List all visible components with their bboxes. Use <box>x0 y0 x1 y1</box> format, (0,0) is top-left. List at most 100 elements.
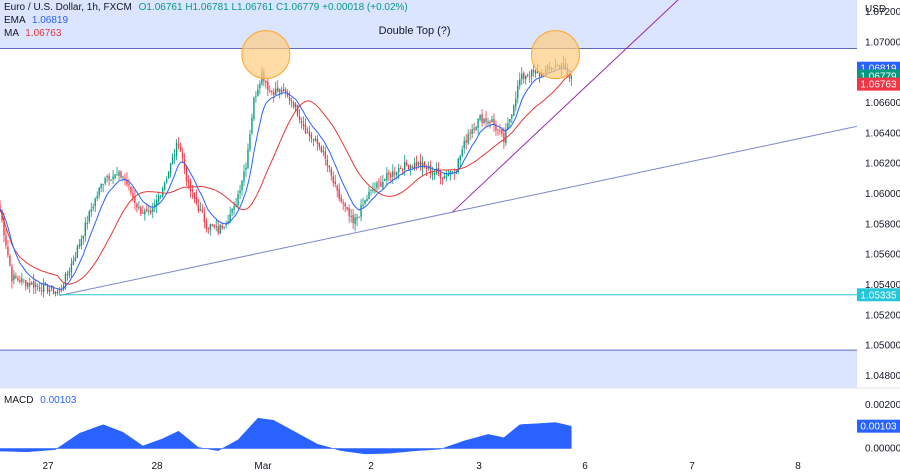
candle-body <box>286 92 289 96</box>
candle-body <box>509 119 511 123</box>
candle-body <box>390 173 392 178</box>
candle-body <box>156 200 158 206</box>
x-tick-label: 28 <box>151 461 163 472</box>
candle-body <box>538 72 541 77</box>
y-tick-label: 1.05200 <box>865 310 900 321</box>
candle-body <box>394 172 396 175</box>
candle-body <box>439 172 442 179</box>
candle-body <box>219 224 221 234</box>
candle-body <box>481 114 483 124</box>
candle-body <box>120 171 122 178</box>
candle-body <box>380 182 382 187</box>
candle-body <box>570 75 573 79</box>
candle-body <box>277 87 279 92</box>
candle-body <box>33 281 35 288</box>
candle-body <box>255 96 257 98</box>
y-tick-label: 1.05400 <box>865 280 900 291</box>
candle-body <box>181 152 184 159</box>
candle-body <box>417 162 420 165</box>
candle-body <box>173 155 176 157</box>
candle-body <box>225 223 227 226</box>
candle-body <box>144 210 146 215</box>
candle-body <box>253 97 255 119</box>
lower-zone <box>0 350 857 388</box>
candle-body <box>177 143 180 146</box>
y-tick-label: 1.05800 <box>865 219 900 230</box>
symbol-title: Euro / U.S. Dollar, 1h, FXCM <box>4 2 132 13</box>
candle-body <box>298 116 301 120</box>
candle-body <box>5 235 7 246</box>
change-value: +0.00018 (+0.02%) <box>322 2 408 13</box>
candle-body <box>404 161 406 170</box>
candle-body <box>76 246 79 259</box>
candle-body <box>70 263 73 273</box>
candle-body <box>376 182 378 188</box>
candle-body <box>511 114 513 119</box>
candle-body <box>0 204 1 210</box>
candle-body <box>249 134 251 150</box>
candle-body <box>330 168 332 176</box>
candle-body <box>364 200 366 204</box>
candle-body <box>161 188 164 197</box>
candle-body <box>386 172 388 181</box>
candle-body <box>348 208 350 217</box>
candle-body <box>294 103 297 108</box>
candle-body <box>221 225 223 229</box>
candle-body <box>90 209 92 212</box>
candle-body <box>209 224 211 230</box>
x-tick-label: 7 <box>689 461 695 472</box>
rising-trendline <box>59 125 858 297</box>
candle-body <box>269 90 271 92</box>
candle-body <box>21 278 23 282</box>
candle-body <box>273 91 275 96</box>
candle-body <box>74 257 77 262</box>
ema-price-badge: 1.06819 <box>860 64 897 75</box>
candle-body <box>36 285 39 287</box>
candle-body <box>130 186 132 193</box>
candle-body <box>322 150 325 153</box>
candle-body <box>84 222 86 236</box>
candle-body <box>310 134 313 139</box>
price-axis: USD1.072001.070001.068001.066001.064001.… <box>857 4 900 455</box>
candle-body <box>231 208 233 214</box>
candle-body <box>382 181 384 189</box>
candle-body <box>423 162 426 167</box>
candle-body <box>213 225 215 227</box>
candle-body <box>132 192 134 198</box>
candle-body <box>415 161 418 167</box>
candle-body <box>146 209 148 211</box>
candle-body <box>368 191 370 200</box>
candle-body <box>31 282 33 285</box>
candle-body <box>29 282 31 286</box>
low-value: L1.06761 <box>231 2 274 13</box>
candle-body <box>223 226 225 228</box>
candle-body <box>334 181 336 185</box>
candle-body <box>227 221 229 224</box>
candle-body <box>217 225 219 233</box>
candle-body <box>106 176 108 178</box>
candle-body <box>314 138 317 141</box>
candle-body <box>128 183 130 186</box>
candle-body <box>427 166 430 169</box>
candle-body <box>425 166 428 170</box>
candle-body <box>104 178 106 184</box>
y-tick-label: 1.05600 <box>865 250 900 261</box>
candle-body <box>102 183 104 185</box>
candle-body <box>501 129 503 134</box>
candle-body <box>98 187 100 196</box>
candle-body <box>86 222 88 224</box>
candle-body <box>400 168 402 170</box>
candle-body <box>507 123 509 129</box>
top-circle-2 <box>530 30 580 80</box>
candle-body <box>513 105 515 116</box>
candle-body <box>118 171 120 176</box>
candle-body <box>457 158 459 172</box>
candle-body <box>284 89 287 94</box>
candle-body <box>46 284 49 293</box>
candle-body <box>189 181 192 192</box>
y-tick-label: 1.04800 <box>865 371 900 382</box>
candle-body <box>304 125 307 134</box>
candle-body <box>487 121 489 124</box>
candle-body <box>441 178 444 180</box>
